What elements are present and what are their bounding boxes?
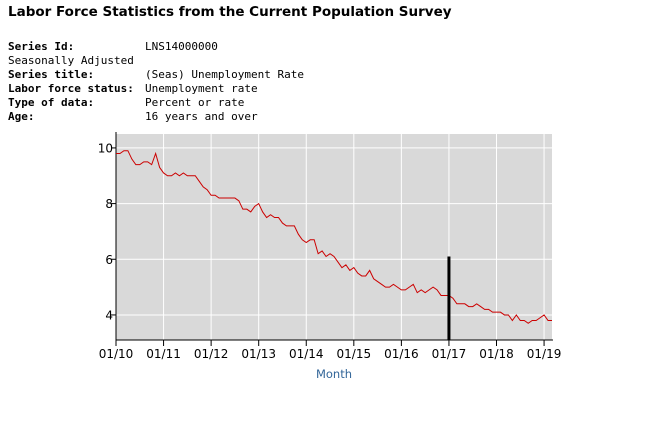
x-tick-label-1: 01/11 [146,347,181,361]
seasonal-adjustment-row: Seasonally Adjusted [8,54,304,68]
data-type-label: Type of data: [8,96,95,109]
labor-force-status-row: Labor force status: Unemployment rate [8,82,304,96]
x-tick-label-0: 01/10 [99,347,134,361]
x-tick-label-3: 01/13 [241,347,276,361]
y-tick-label-4: 4 [105,308,113,322]
y-axis: 4 6 8 10 [98,132,117,340]
series-id-row: Series Id: LNS14000000 [8,40,304,54]
labor-force-status-value: Unemployment rate [145,82,258,95]
y-tick-label-6: 6 [105,253,113,267]
seasonal-adjustment: Seasonally Adjusted [8,54,134,67]
x-axis: 01/10 01/11 01/12 01/13 01/14 01/15 01/16 01/17… [99,339,562,361]
x-tick-label-7: 01/17 [432,347,467,361]
series-title-row: Series title: (Seas) Unemployment Rate [8,68,304,82]
age-label: Age: [8,110,35,123]
age-row: Age: 16 years and over [8,110,304,124]
series-info: Series Id: LNS14000000 Seasonally Adjuste… [8,40,304,124]
data-type-value: Percent or rate [145,96,245,109]
x-tick-label-9: 01/19 [527,347,562,361]
x-axis-title: Month [316,367,352,381]
series-id-value: LNS14000000 [145,40,218,53]
series-id-label: Series Id: [8,40,75,53]
labor-force-status-label: Labor force status: [8,82,134,95]
x-tick-label-8: 01/18 [479,347,514,361]
series-title-value: (Seas) Unemployment Rate [145,68,304,81]
page-title: Labor Force Statistics from the Current … [8,4,452,20]
series-title-label: Series title: [8,68,95,81]
y-tick-label-8: 8 [105,197,113,211]
x-tick-label-2: 01/12 [194,347,229,361]
data-type-row: Type of data: Percent or rate [8,96,304,110]
y-tick-label-10: 10 [98,141,113,155]
x-tick-label-5: 01/15 [337,347,372,361]
grid-lines [115,134,552,340]
x-tick-label-4: 01/14 [289,347,324,361]
x-tick-label-6: 01/16 [384,347,419,361]
series-line-unemployment-rate [116,150,552,324]
age-value: 16 years and over [145,110,258,123]
